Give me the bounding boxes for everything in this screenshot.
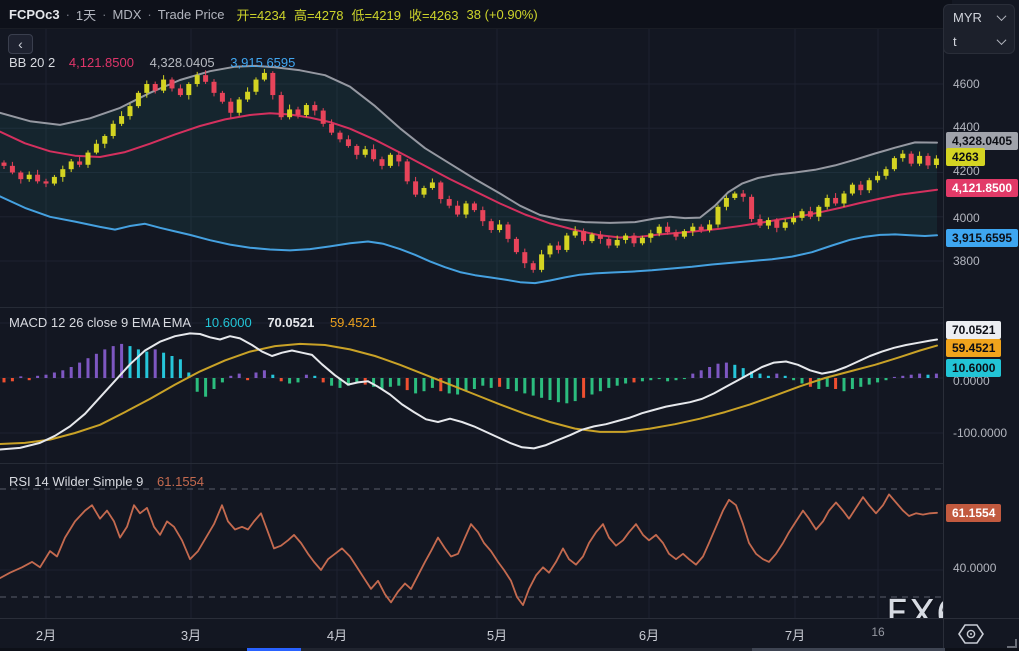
open-value: 开=4234	[236, 7, 286, 23]
separator-dot: ·	[65, 6, 70, 22]
axis-tick-label: 4200	[953, 164, 980, 178]
price-badge: 4,121.8500	[946, 179, 1019, 197]
time-tick-label: 6月	[638, 628, 660, 643]
axis-tick-label: 4600	[953, 77, 980, 91]
unit-dropdown[interactable]: t	[944, 29, 1014, 53]
price-badge: 4,328.0405	[946, 132, 1019, 150]
symbol-header[interactable]: FCPOc3 · 1天 · MDX · Trade Price 开=4234 高…	[0, 0, 952, 29]
time-tick-label: 16	[871, 625, 885, 639]
pane-separator[interactable]	[0, 307, 943, 308]
price-type-label: Trade Price	[157, 6, 225, 22]
chevron-down-icon	[996, 10, 1007, 21]
axis-corner	[943, 618, 1019, 649]
rsi-value: 61.1554	[157, 474, 205, 489]
bb-upper-value: 4,328.0405	[149, 55, 215, 70]
currency-unit-panel: MYR t	[943, 4, 1015, 54]
high-value: 高=4278	[293, 7, 344, 23]
chart-scrollbar[interactable]	[0, 648, 1019, 651]
chevron-down-icon	[996, 34, 1007, 45]
price-badge: 3,915.6595	[946, 229, 1019, 247]
unit-value: t	[953, 33, 957, 49]
time-tick-label: 2月	[35, 628, 57, 643]
price-badge: 70.0521	[946, 321, 1002, 339]
bb-title[interactable]: BB 20 2	[9, 55, 56, 70]
scrollbar-segment[interactable]	[752, 648, 945, 651]
rsi-canvas[interactable]	[0, 464, 943, 618]
axis-tick-label: 4000	[953, 211, 980, 225]
rsi-title[interactable]: RSI 14 Wilder Simple 9	[9, 474, 144, 489]
macd-canvas[interactable]	[0, 308, 943, 463]
axis-tick-label: 40.0000	[953, 561, 997, 575]
macd-line-value: 70.0521	[267, 315, 315, 330]
macd-indicator-legend[interactable]: MACD 12 26 close 9 EMA EMA 10.6000 70.05…	[9, 315, 389, 330]
hexagon-logo-icon	[958, 624, 984, 644]
time-tick-label: 5月	[486, 628, 508, 643]
separator-dot: ·	[102, 6, 107, 22]
price-badge: 59.4521	[946, 339, 1002, 357]
separator-dot: ·	[147, 6, 152, 22]
main-candlestick-pane[interactable]	[0, 28, 943, 307]
axis-tick-label: 3800	[953, 254, 980, 268]
price-badge: 10.6000	[946, 359, 1002, 377]
resize-corner-icon[interactable]	[1007, 639, 1017, 648]
scrollbar-segment[interactable]	[301, 648, 752, 651]
scrollbar-segment[interactable]	[247, 648, 301, 651]
low-value: 低=4219	[351, 7, 401, 23]
macd-pane[interactable]	[0, 308, 943, 463]
pane-separator[interactable]	[0, 463, 943, 464]
price-badge: 4263	[946, 148, 985, 166]
bb-indicator-legend[interactable]: BB 20 2 4,121.8500 4,328.0405 3,915.6595	[9, 55, 307, 70]
price-badge: 61.1554	[946, 504, 1002, 522]
price-axis[interactable]: 4600 4400 4200 4000 3800 0.0000 -100.0000 40.00…	[943, 0, 1019, 618]
currency-dropdown[interactable]: MYR	[944, 5, 1014, 29]
currency-value: MYR	[953, 9, 982, 25]
rsi-pane[interactable]	[0, 464, 943, 618]
rsi-indicator-legend[interactable]: RSI 14 Wilder Simple 9 61.1554	[9, 474, 216, 489]
axis-tick-label: 4400	[953, 120, 980, 134]
interval-label[interactable]: 1天	[75, 7, 97, 23]
main-chart-canvas[interactable]	[0, 28, 943, 307]
macd-title[interactable]: MACD 12 26 close 9 EMA EMA	[9, 315, 192, 330]
bb-lower-value: 3,915.6595	[230, 55, 296, 70]
axis-tick-label: -100.0000	[953, 426, 1008, 440]
macd-hist-value: 10.6000	[204, 315, 252, 330]
macd-signal-value: 59.4521	[329, 315, 377, 330]
time-axis[interactable]: 2月 3月 4月 5月 6月 7月 16	[0, 618, 943, 649]
close-value: 收=4263	[409, 7, 459, 23]
time-tick-label: 3月	[180, 628, 202, 643]
time-tick-label: 4月	[326, 628, 348, 643]
back-button[interactable]: ‹	[8, 34, 33, 54]
change-value: 38 (+0.90%)	[466, 6, 538, 22]
time-tick-label: 7月	[784, 628, 806, 643]
bb-middle-value: 4,121.8500	[68, 55, 134, 70]
symbol-name[interactable]: FCPOc3	[9, 6, 60, 22]
exchange-label: MDX	[112, 6, 142, 22]
axis-tick-label: 0.0000	[953, 374, 990, 388]
